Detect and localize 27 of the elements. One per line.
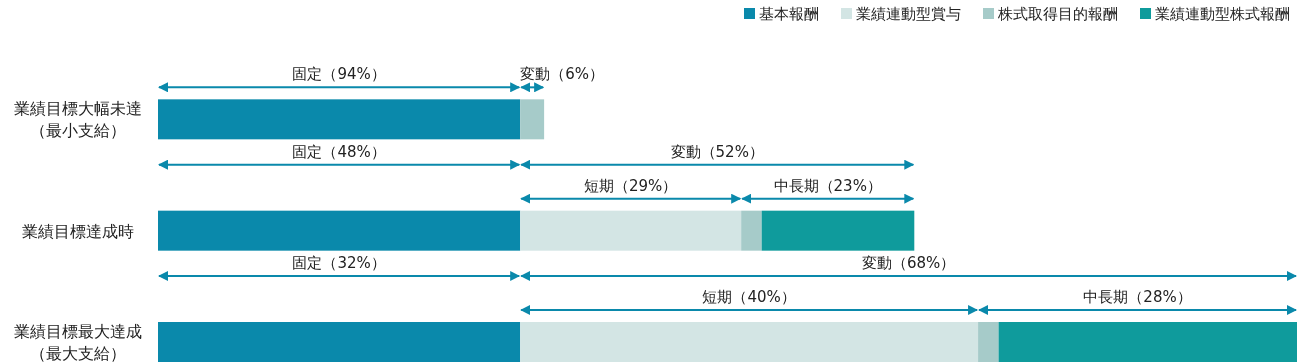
bar [978,322,999,362]
bar [158,210,521,251]
bar [998,322,1297,362]
bar [520,210,742,251]
annotation: 固定（32%） [292,254,386,272]
legend-label: 株式取得目的報酬 [997,5,1118,23]
legend-label: 業績連動型株式報酬 [1155,5,1290,23]
bar [158,99,521,140]
bar [741,210,762,251]
bar [761,210,915,251]
bar [520,99,545,140]
legend-label: 基本報酬 [759,5,819,23]
annotation: 固定（48%） [292,142,386,161]
annotation: 短期（40%） [702,288,796,306]
annotation: 中長期（23%） [773,176,882,195]
annotation: 変動（52%） [670,142,764,161]
y-tick-label: 業績目標大幅未達（最小支給） [14,99,142,141]
y-tick-label: 業績目標達成時 [22,221,134,241]
bar [158,322,521,362]
annotation: 変動（68%） [861,254,956,272]
y-tick-label: 業績目標最大達成（最大支給） [14,322,142,363]
annotation: 固定（94%） [292,65,386,84]
bar [520,322,979,362]
annotation: 短期（29%） [584,176,678,195]
annotation: 中長期（28%） [1083,288,1192,306]
legend-label: 業績連動型賞与 [856,5,961,23]
annotation: 変動（6%） [520,65,604,84]
